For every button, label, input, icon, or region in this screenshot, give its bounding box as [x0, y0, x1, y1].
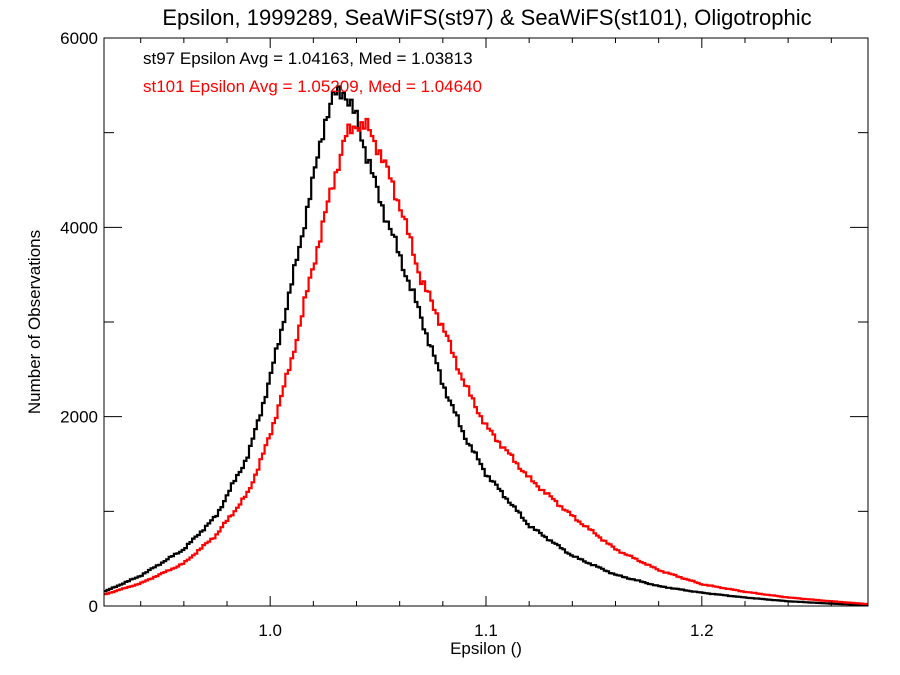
series-layer [104, 85, 868, 607]
series-line-1 [104, 85, 868, 607]
plot-frame [103, 37, 869, 607]
y-tick-label: 4000 [60, 218, 98, 237]
x-tick-label: 1.0 [258, 621, 282, 640]
x-tick-label: 1.1 [474, 621, 498, 640]
y-tick-label: 2000 [60, 408, 98, 427]
annotation-1: st97 Epsilon Avg = 1.04163, Med = 1.0381… [143, 49, 473, 68]
x-axis-label: Epsilon () [450, 639, 522, 658]
series-line-2 [104, 117, 868, 606]
annotation-2: st101 Epsilon Avg = 1.05209, Med = 1.046… [143, 77, 482, 96]
y-tick-label: 0 [89, 597, 98, 616]
x-tick-label: 1.2 [690, 621, 714, 640]
chart-title: Epsilon, 1999289, SeaWiFS(st97) & SeaWiF… [162, 5, 811, 30]
y-tick-label: 6000 [60, 29, 98, 48]
ticks-layer: 1.0 1.1 1.2 0 2000 4000 6000 [60, 29, 868, 640]
y-axis-label: Number of Observations [25, 230, 44, 414]
annotation-layer: st97 Epsilon Avg = 1.04163, Med = 1.0381… [143, 49, 482, 96]
